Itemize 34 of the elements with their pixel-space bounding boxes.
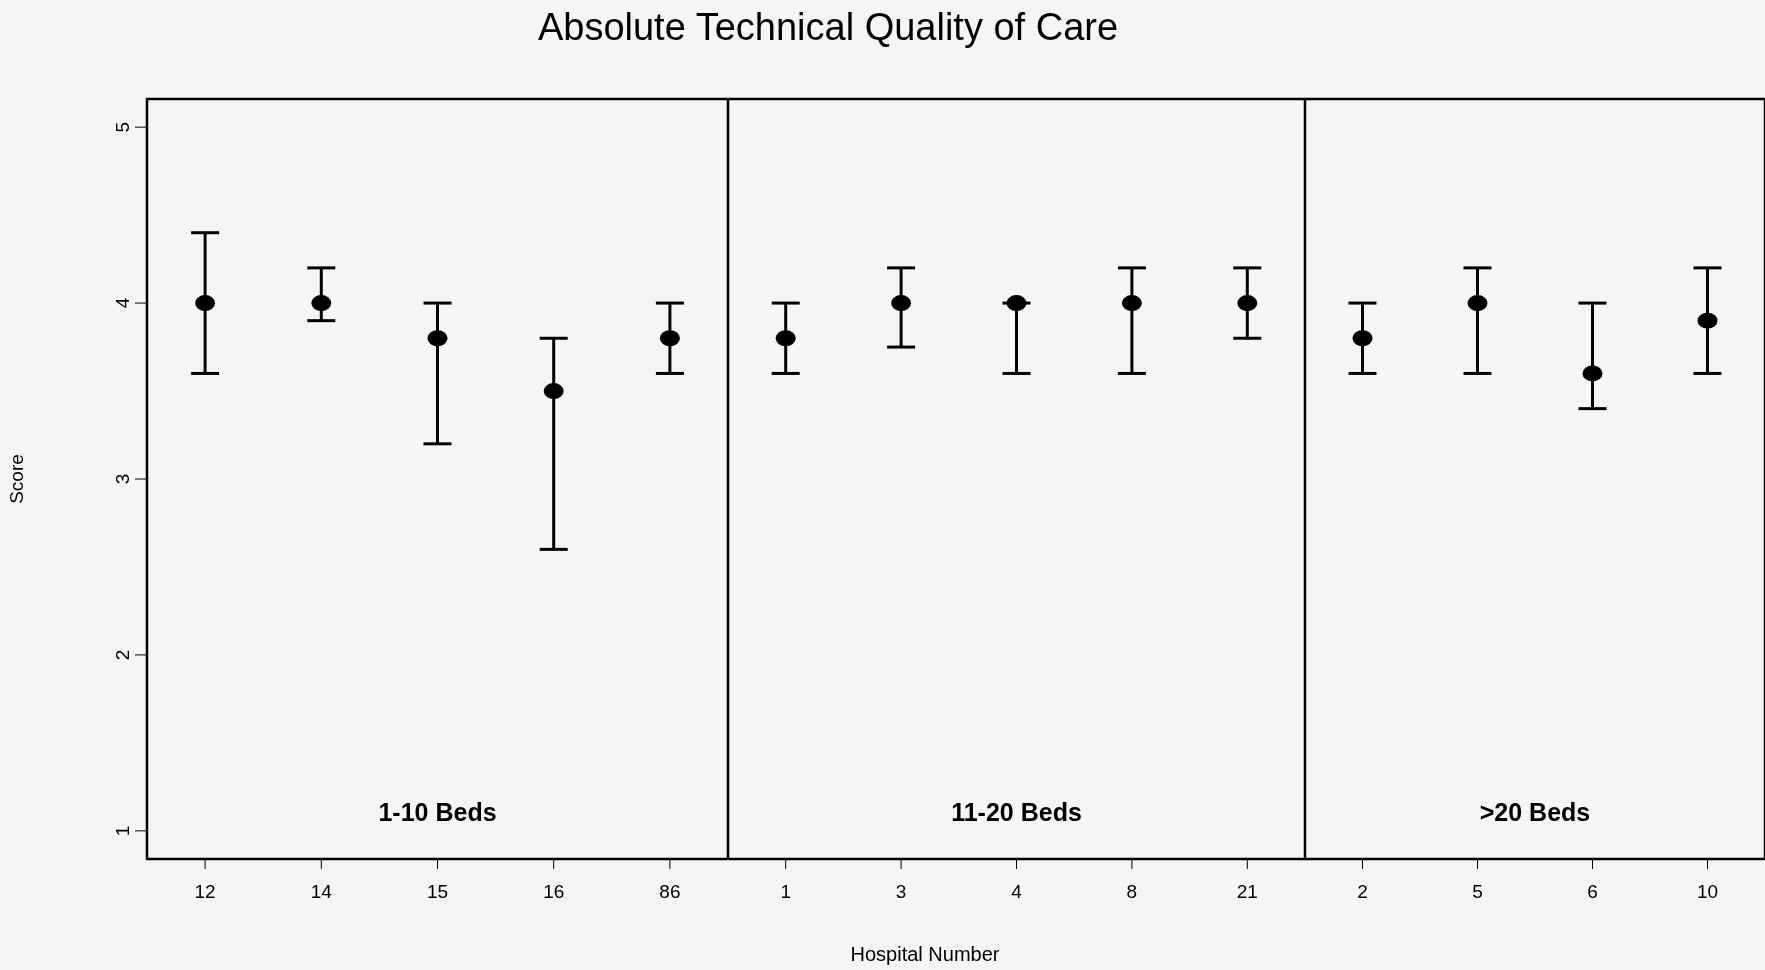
x-tick-label: 12 [194,881,216,903]
y-tick-label: 4 [112,297,133,309]
x-tick-label: 15 [426,881,449,903]
point [1352,330,1373,347]
y-tick-label: 2 [112,649,133,661]
point [195,295,216,312]
x-tick-label: 10 [1696,881,1719,903]
x-tick-label: 8 [1126,881,1138,903]
x-tick-label: 3 [895,881,907,903]
x-tick-label: 14 [310,881,333,903]
x-tick-label: 21 [1236,881,1258,903]
x-tick-label: 6 [1587,881,1598,903]
y-tick-label: 1 [112,825,133,837]
annotation: >20 Beds [1479,798,1591,826]
point [1582,365,1603,382]
point [427,330,448,347]
annotation: 1-10 Beds [378,798,497,826]
point [543,383,564,400]
annotation: 11-20 Beds [951,798,1082,826]
x-tick-label: 2 [1357,881,1368,903]
point [1697,312,1718,329]
y-axis-title: Score [5,454,27,504]
point [311,295,332,312]
x-tick-label: 16 [543,881,565,903]
y-tick-label: 3 [112,473,133,485]
x-tick-label: 5 [1472,881,1483,903]
point [1467,295,1488,312]
x-tick-label: 1 [780,881,791,903]
x-tick-label: 86 [659,881,681,903]
x-tick-label: 4 [1011,881,1023,903]
y-tick-label: 5 [112,121,133,133]
text: Absolute Technical Quality of Care [536,6,1120,49]
point [659,330,680,347]
x-axis-title: Hospital Number [849,943,1001,966]
